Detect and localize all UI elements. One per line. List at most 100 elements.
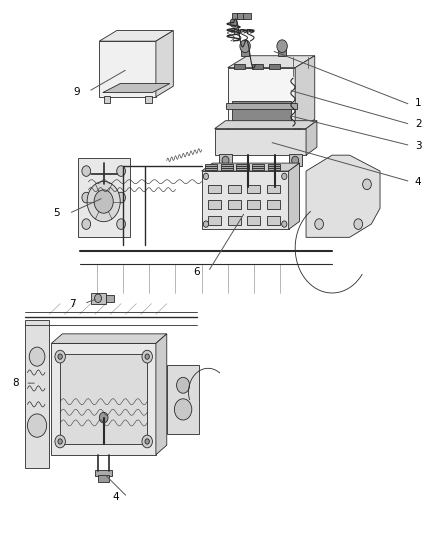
Circle shape	[292, 156, 299, 165]
Circle shape	[222, 156, 229, 165]
Bar	[228, 216, 241, 225]
Polygon shape	[25, 319, 49, 468]
Circle shape	[282, 221, 287, 227]
Polygon shape	[201, 171, 289, 229]
Bar	[221, 166, 233, 168]
Text: 7: 7	[69, 298, 75, 309]
Polygon shape	[99, 30, 173, 41]
Text: 5: 5	[53, 208, 60, 219]
Bar	[252, 164, 264, 166]
Text: 8: 8	[12, 378, 19, 388]
Bar	[252, 168, 264, 170]
Polygon shape	[156, 30, 173, 97]
Circle shape	[58, 439, 62, 444]
Polygon shape	[156, 334, 167, 455]
Circle shape	[28, 414, 47, 437]
Circle shape	[55, 435, 65, 448]
Bar	[269, 64, 280, 69]
Bar	[205, 168, 217, 170]
Bar	[205, 164, 217, 166]
Text: 9: 9	[73, 86, 80, 96]
Bar	[267, 185, 280, 193]
Circle shape	[230, 19, 237, 27]
Bar	[241, 46, 250, 56]
Bar	[208, 200, 221, 209]
Bar	[247, 185, 260, 193]
Polygon shape	[228, 68, 295, 131]
Polygon shape	[215, 128, 306, 155]
Bar	[268, 168, 280, 170]
Text: 6: 6	[193, 267, 199, 277]
Circle shape	[240, 40, 251, 53]
Circle shape	[142, 350, 152, 363]
Circle shape	[95, 294, 102, 303]
Circle shape	[174, 399, 192, 420]
Text: 4: 4	[415, 176, 421, 187]
Circle shape	[82, 219, 91, 229]
Bar	[268, 164, 280, 166]
Circle shape	[82, 192, 91, 203]
Circle shape	[145, 439, 149, 444]
Bar	[267, 200, 280, 209]
Bar	[145, 96, 152, 103]
Circle shape	[117, 166, 125, 176]
Bar	[208, 185, 221, 193]
Bar	[268, 166, 280, 168]
Bar	[99, 475, 109, 482]
Polygon shape	[215, 120, 317, 128]
Circle shape	[87, 181, 120, 222]
Bar	[252, 166, 264, 168]
Text: 1: 1	[415, 98, 421, 108]
Circle shape	[363, 179, 371, 190]
Circle shape	[277, 40, 287, 53]
Bar	[237, 164, 249, 166]
Polygon shape	[289, 163, 300, 229]
Circle shape	[99, 413, 108, 423]
Bar	[247, 200, 260, 209]
Bar	[289, 154, 302, 166]
Text: 2: 2	[415, 119, 421, 130]
Circle shape	[58, 354, 62, 359]
Bar	[234, 64, 245, 69]
Bar	[228, 185, 241, 193]
Circle shape	[55, 350, 65, 363]
Polygon shape	[201, 163, 300, 171]
Bar	[267, 216, 280, 225]
Bar	[205, 166, 217, 168]
Polygon shape	[99, 41, 156, 97]
Polygon shape	[295, 56, 315, 131]
Polygon shape	[167, 365, 199, 433]
Bar	[244, 13, 251, 19]
Circle shape	[142, 435, 152, 448]
Circle shape	[145, 354, 149, 359]
Text: 3: 3	[415, 141, 421, 151]
Polygon shape	[78, 158, 130, 237]
Bar	[95, 470, 113, 476]
Polygon shape	[306, 155, 380, 237]
Circle shape	[29, 347, 45, 366]
Bar	[106, 295, 114, 302]
Bar	[237, 168, 249, 170]
Polygon shape	[51, 343, 156, 455]
Bar	[221, 168, 233, 170]
Bar	[221, 164, 233, 166]
Circle shape	[354, 219, 363, 229]
Bar	[278, 46, 286, 56]
Bar	[104, 96, 110, 103]
Bar	[232, 101, 291, 126]
Bar	[237, 13, 245, 19]
Circle shape	[315, 219, 323, 229]
Circle shape	[203, 221, 208, 227]
Circle shape	[282, 173, 287, 180]
Circle shape	[82, 166, 91, 176]
Bar	[219, 154, 232, 166]
Bar	[228, 200, 241, 209]
Circle shape	[203, 173, 208, 180]
Text: 4: 4	[112, 492, 119, 502]
Bar	[237, 166, 249, 168]
Circle shape	[177, 377, 190, 393]
Polygon shape	[306, 120, 317, 155]
Bar	[226, 103, 297, 109]
Polygon shape	[228, 56, 315, 68]
Polygon shape	[103, 84, 170, 93]
